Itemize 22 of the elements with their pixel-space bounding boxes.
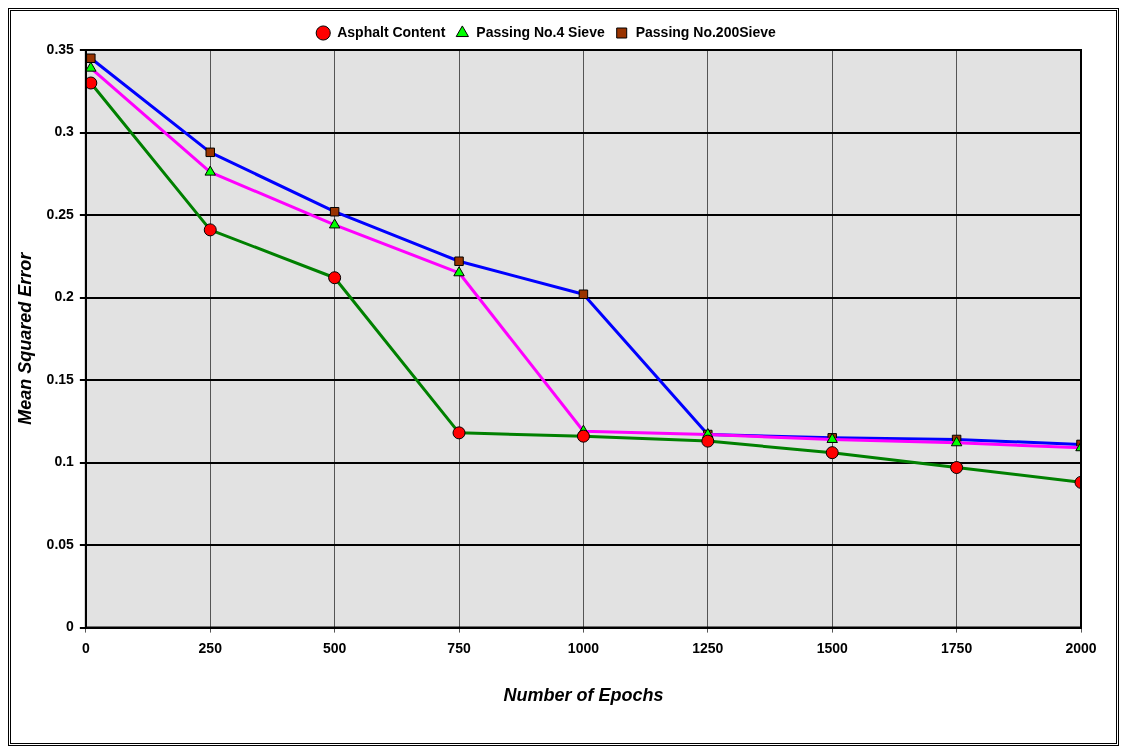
y-tick-label: 0: [66, 618, 75, 635]
legend-label: Passing No.200Sieve: [635, 23, 776, 40]
y-tick-label: 0.35: [46, 40, 75, 57]
x-tick-label: 750: [447, 639, 471, 656]
x-tick-label: 2000: [1065, 639, 1097, 656]
y-tick-label: 0.25: [46, 205, 75, 222]
y-tick-label: 0.2: [54, 288, 75, 305]
y-tick-label: 0.1: [54, 453, 75, 470]
legend-label: Asphalt Content: [337, 23, 446, 40]
legend-label: Passing No.4 Sieve: [476, 23, 605, 40]
x-tick-label: 1750: [941, 639, 973, 656]
x-tick-label: 1250: [692, 639, 724, 656]
y-axis-title: Mean Squared Error: [14, 251, 35, 425]
x-tick-label: 1500: [816, 639, 848, 656]
x-tick-label: 500: [322, 639, 347, 656]
y-tick-label: 0.3: [54, 123, 75, 140]
y-tick-label: 0.05: [46, 535, 75, 552]
x-axis-title: Number of Epochs: [503, 685, 664, 706]
x-tick-label: 1000: [567, 639, 600, 656]
y-tick-label: 0.15: [46, 370, 75, 387]
x-tick-label: 250: [198, 639, 223, 656]
x-tick-label: 0: [81, 639, 90, 656]
